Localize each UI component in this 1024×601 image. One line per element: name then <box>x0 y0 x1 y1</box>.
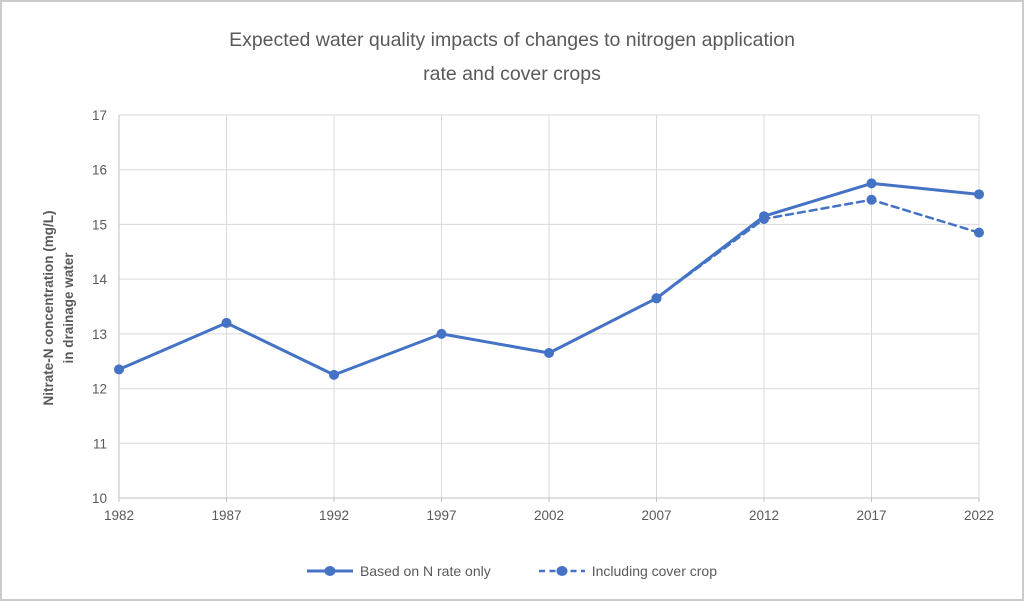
legend: Based on N rate only Including cover cro… <box>2 558 1022 584</box>
y-tick-label: 13 <box>92 327 107 342</box>
series-line-cover-crop <box>655 198 981 300</box>
chart-title-line1: Expected water quality impacts of change… <box>229 29 795 51</box>
x-tick-label: 2002 <box>534 508 564 523</box>
data-point-n-rate-only <box>974 189 984 200</box>
x-tick-label: 1997 <box>426 508 456 523</box>
data-point-cover-crop <box>866 194 877 205</box>
x-tick-label: 1987 <box>211 508 241 523</box>
data-point-n-rate-only <box>544 348 554 359</box>
legend-item-n-rate-only: Based on N rate only <box>306 563 491 579</box>
data-point-n-rate-only <box>436 328 447 339</box>
legend-label-n-rate-only: Based on N rate only <box>359 563 491 579</box>
data-point-n-rate-only <box>114 364 124 375</box>
y-tick-label: 17 <box>92 108 107 123</box>
x-tick-label: 2017 <box>856 508 886 523</box>
y-tick-label: 15 <box>92 217 107 232</box>
x-tick-label: 2007 <box>641 508 671 523</box>
data-point-n-rate-only <box>221 317 232 328</box>
y-tick-label: 16 <box>92 163 107 178</box>
x-tick-label: 2012 <box>749 508 779 523</box>
legend-item-cover-crop: Including cover crop <box>538 563 718 579</box>
chart-title: Expected water quality impacts of change… <box>2 23 1022 91</box>
x-tick-label: 1992 <box>319 508 349 523</box>
legend-swatch-solid-line-icon <box>306 566 353 576</box>
data-point-cover-crop <box>651 293 662 304</box>
data-point-n-rate-only <box>866 178 877 189</box>
data-point-cover-crop <box>759 213 769 224</box>
legend-swatch-dashed-line-icon <box>538 566 585 576</box>
data-point-cover-crop <box>974 227 984 238</box>
y-tick-label: 12 <box>92 382 107 397</box>
x-tick-label: 1982 <box>104 508 134 523</box>
y-tick-label: 10 <box>92 491 107 506</box>
y-tick-label: 14 <box>92 272 108 287</box>
legend-label-cover-crop: Including cover crop <box>591 563 718 579</box>
chart-title-line2: rate and cover crops <box>423 63 601 85</box>
x-tick-label: 2022 <box>964 508 994 523</box>
data-point-n-rate-only <box>329 369 339 380</box>
y-tick-label: 11 <box>93 436 107 451</box>
